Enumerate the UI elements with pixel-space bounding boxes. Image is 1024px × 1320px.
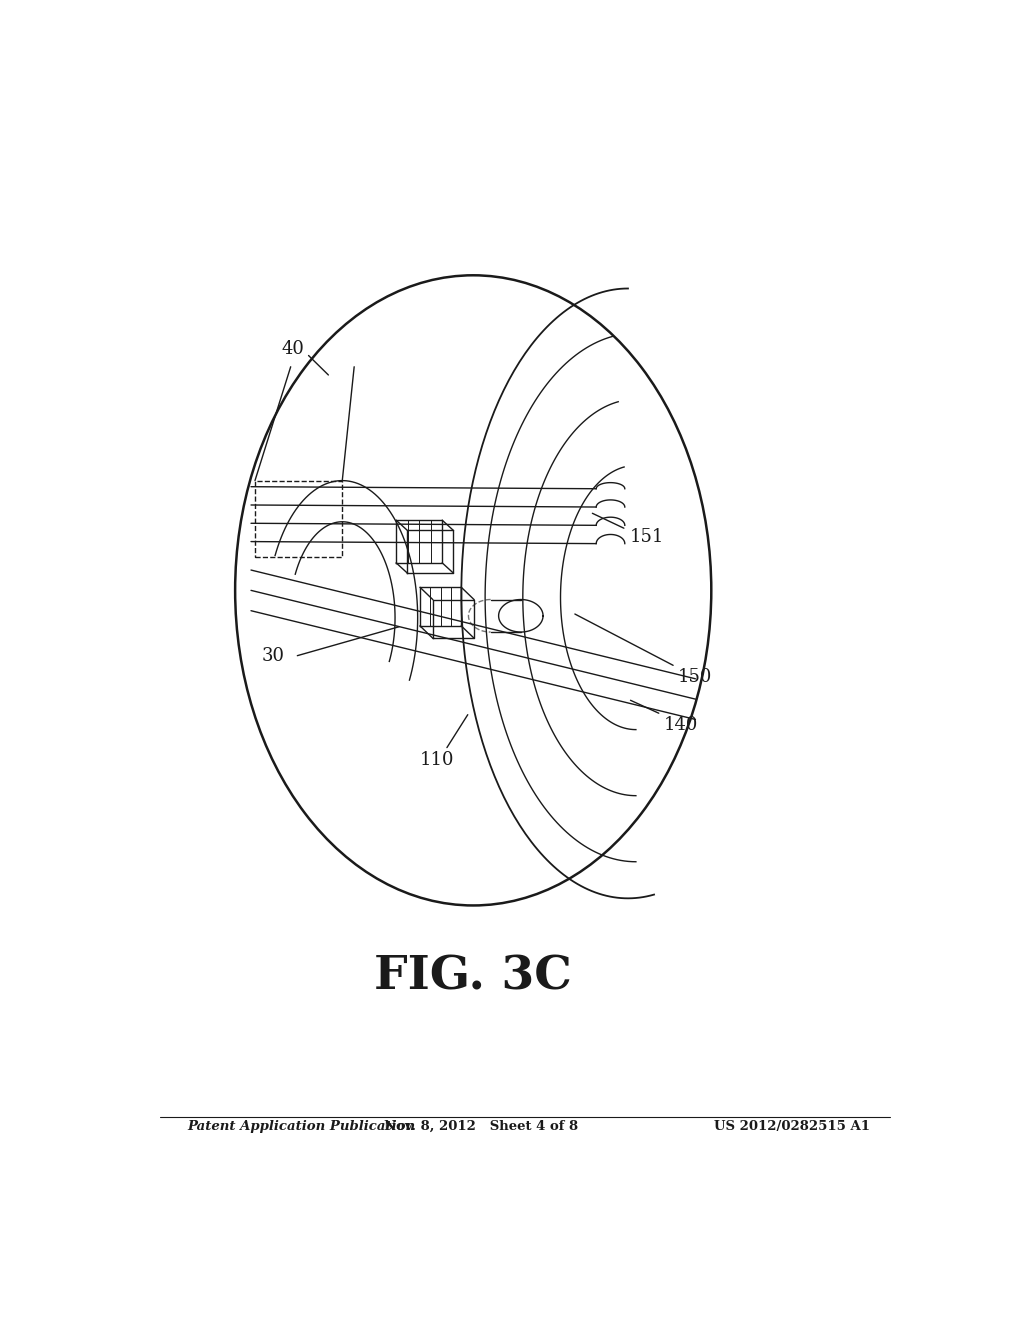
Text: 151: 151 <box>630 528 664 545</box>
Bar <box>255 480 342 557</box>
Text: 110: 110 <box>420 751 455 770</box>
Text: US 2012/0282515 A1: US 2012/0282515 A1 <box>714 1119 870 1133</box>
Text: Patent Application Publication: Patent Application Publication <box>187 1119 416 1133</box>
Text: 30: 30 <box>261 647 285 665</box>
Text: 140: 140 <box>664 715 698 734</box>
Text: 150: 150 <box>678 668 713 686</box>
Ellipse shape <box>236 276 712 906</box>
Text: FIG. 3C: FIG. 3C <box>375 953 572 999</box>
Text: Nov. 8, 2012   Sheet 4 of 8: Nov. 8, 2012 Sheet 4 of 8 <box>384 1119 579 1133</box>
Text: 40: 40 <box>282 341 304 359</box>
